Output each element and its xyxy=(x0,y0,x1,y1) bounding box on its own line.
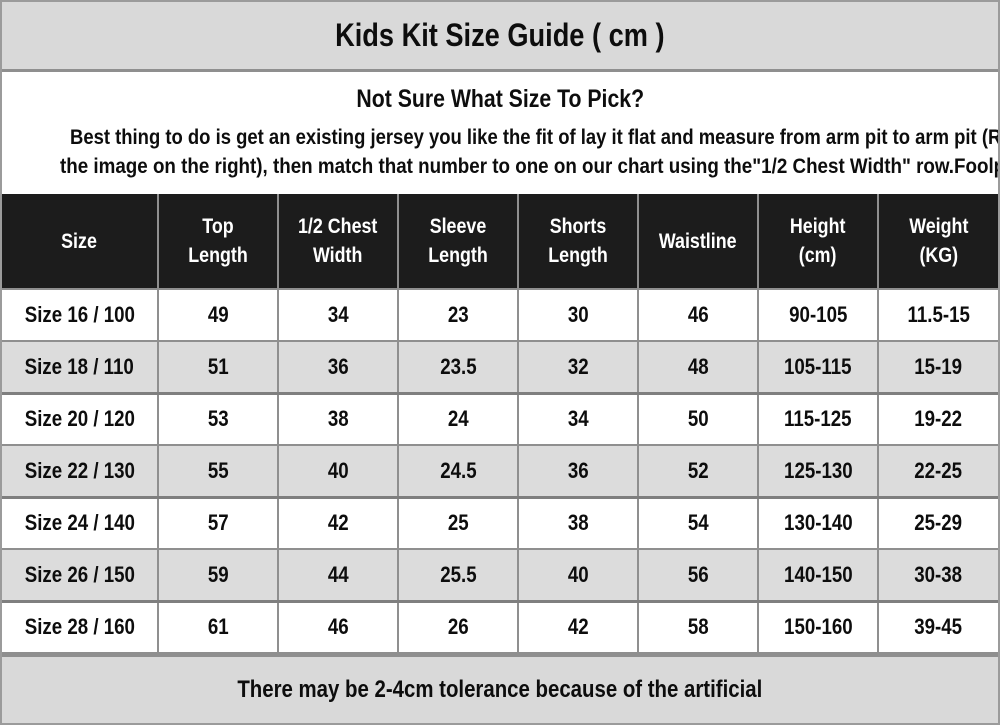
cell-sleeve-length: 25.5 xyxy=(397,548,519,603)
cell-shorts-length: 32 xyxy=(517,340,639,395)
table-row-size-16-100: Size 16 / 100 49 34 23 30 46 90-105 11.5… xyxy=(2,288,998,342)
cell-weight: 11.5-15 xyxy=(877,288,998,342)
cell-chest-width: 36 xyxy=(277,340,399,395)
cell-weight: 25-29 xyxy=(877,496,998,550)
cell-size-label: Size 18 / 110 xyxy=(2,340,159,395)
table-row-size-22-130: Size 22 / 130 55 40 24.5 36 52 125-130 2… xyxy=(2,444,998,499)
cell-waistline: 46 xyxy=(637,288,759,342)
cell-height: 105-115 xyxy=(757,340,879,395)
cell-size-label: Size 28 / 160 xyxy=(2,600,159,654)
cell-sleeve-length: 24.5 xyxy=(397,444,519,499)
cell-chest-width: 38 xyxy=(277,392,399,446)
cell-top-length: 55 xyxy=(157,444,279,499)
page-title: Kids Kit Size Guide ( cm ) xyxy=(335,17,665,53)
cell-top-length: 51 xyxy=(157,340,279,395)
cell-size-label: Size 26 / 150 xyxy=(2,548,159,603)
cell-sleeve-length: 26 xyxy=(397,600,519,654)
cell-chest-width: 34 xyxy=(277,288,399,342)
cell-chest-width: 42 xyxy=(277,496,399,550)
cell-weight: 30-38 xyxy=(877,548,998,603)
table-row-size-26-150: Size 26 / 150 59 44 25.5 40 56 140-150 3… xyxy=(2,548,998,603)
cell-height: 115-125 xyxy=(757,392,879,446)
column-header-top-length: Top Length xyxy=(157,194,279,290)
cell-height: 150-160 xyxy=(757,600,879,654)
cell-shorts-length: 40 xyxy=(517,548,639,603)
cell-height: 130-140 xyxy=(757,496,879,550)
cell-top-length: 57 xyxy=(157,496,279,550)
size-guide-table: Size Top Length 1/2 Chest Width Sleeve L… xyxy=(2,194,998,654)
intro-heading: Not Sure What Size To Pick? xyxy=(356,85,644,113)
table-row-size-20-120: Size 20 / 120 53 38 24 34 50 115-125 19-… xyxy=(2,392,998,446)
cell-waistline: 56 xyxy=(637,548,759,603)
intro-text-line-2: the image on the right), then match that… xyxy=(59,155,998,178)
cell-chest-width: 44 xyxy=(277,548,399,603)
cell-height: 125-130 xyxy=(757,444,879,499)
cell-top-length: 49 xyxy=(157,288,279,342)
table-row-size-28-160: Size 28 / 160 61 46 26 42 58 150-160 39-… xyxy=(2,600,998,654)
cell-top-length: 53 xyxy=(157,392,279,446)
cell-shorts-length: 30 xyxy=(517,288,639,342)
cell-size-label: Size 24 / 140 xyxy=(2,496,159,550)
column-header-height: Height (cm) xyxy=(757,194,879,290)
column-header-weight: Weight (KG) xyxy=(877,194,998,290)
title-banner: Kids Kit Size Guide ( cm ) xyxy=(2,2,998,72)
cell-height: 90-105 xyxy=(757,288,879,342)
cell-weight: 19-22 xyxy=(877,392,998,446)
cell-waistline: 58 xyxy=(637,600,759,654)
cell-waistline: 48 xyxy=(637,340,759,395)
intro-text-line-1: Best thing to do is get an existing jers… xyxy=(69,126,998,149)
cell-waistline: 52 xyxy=(637,444,759,499)
cell-weight: 22-25 xyxy=(877,444,998,499)
cell-sleeve-length: 24 xyxy=(397,392,519,446)
column-header-half-chest-width: 1/2 Chest Width xyxy=(277,194,399,290)
tolerance-note-bar: There may be 2-4cm tolerance because of … xyxy=(2,654,998,723)
column-header-waistline: Waistline xyxy=(637,194,759,290)
cell-shorts-length: 38 xyxy=(517,496,639,550)
cell-chest-width: 40 xyxy=(277,444,399,499)
cell-size-label: Size 22 / 130 xyxy=(2,444,159,499)
cell-waistline: 50 xyxy=(637,392,759,446)
cell-size-label: Size 16 / 100 xyxy=(2,288,159,342)
cell-sleeve-length: 23 xyxy=(397,288,519,342)
column-header-size: Size xyxy=(2,194,159,290)
cell-chest-width: 46 xyxy=(277,600,399,654)
tolerance-note: There may be 2-4cm tolerance because of … xyxy=(237,676,763,703)
cell-sleeve-length: 23.5 xyxy=(397,340,519,395)
cell-waistline: 54 xyxy=(637,496,759,550)
cell-sleeve-length: 25 xyxy=(397,496,519,550)
table-row-size-24-140: Size 24 / 140 57 42 25 38 54 130-140 25-… xyxy=(2,496,998,550)
cell-shorts-length: 42 xyxy=(517,600,639,654)
cell-shorts-length: 36 xyxy=(517,444,639,499)
cell-weight: 39-45 xyxy=(877,600,998,654)
cell-size-label: Size 20 / 120 xyxy=(2,392,159,446)
cell-weight: 15-19 xyxy=(877,340,998,395)
cell-top-length: 61 xyxy=(157,600,279,654)
table-row-size-18-110: Size 18 / 110 51 36 23.5 32 48 105-115 1… xyxy=(2,340,998,395)
column-header-sleeve-length: Sleeve Length xyxy=(397,194,519,290)
cell-top-length: 59 xyxy=(157,548,279,603)
intro-section: Not Sure What Size To Pick? Best thing t… xyxy=(2,72,998,194)
cell-shorts-length: 34 xyxy=(517,392,639,446)
cell-height: 140-150 xyxy=(757,548,879,603)
column-header-shorts-length: Shorts Length xyxy=(517,194,639,290)
table-header-row: Size Top Length 1/2 Chest Width Sleeve L… xyxy=(2,194,998,290)
